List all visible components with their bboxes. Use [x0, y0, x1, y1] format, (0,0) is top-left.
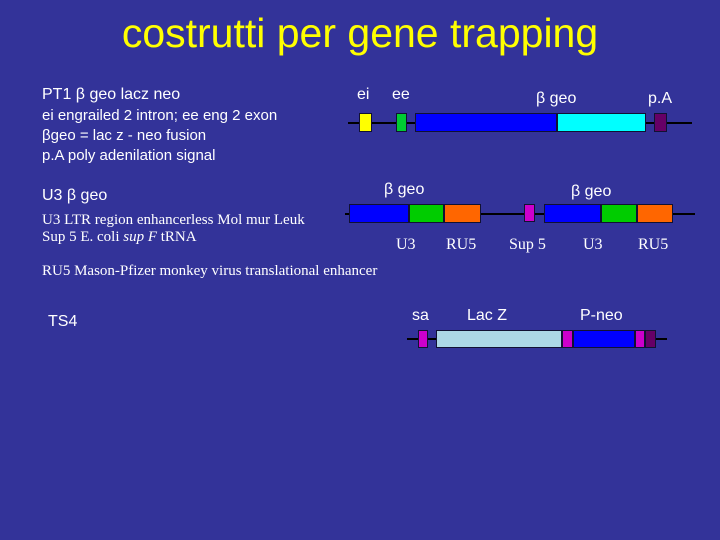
- pt1-note-1: ei engrailed 2 intron; ee eng 2 exon: [42, 107, 278, 124]
- u3-sup5-box: [524, 204, 535, 222]
- ts4-pneo-label: P-neo: [580, 307, 623, 324]
- ts4-lacz-label: Lac Z: [467, 307, 508, 324]
- ts4-pneo-box: [573, 330, 635, 348]
- pt1-ei-box: [359, 113, 372, 132]
- ts4-end-marker-box: [635, 330, 645, 348]
- u3-u3-left-label: U3: [396, 236, 416, 253]
- slide-title: costrutti per gene trapping: [121, 10, 599, 56]
- u3-sup5-label: Sup 5: [509, 236, 546, 253]
- pt1-neo-box: [557, 113, 646, 132]
- pt1-note-3: p.A poly adenilation signal: [42, 147, 216, 164]
- ee-label: ee: [392, 86, 410, 103]
- ru5-note: RU5 Mason-Pfizer monkey virus translatio…: [42, 263, 378, 279]
- pt1-lacz-box: [415, 113, 557, 132]
- u3-note-2: Sup 5 E. coli sup F tRNA: [42, 229, 197, 245]
- pt1-notes: ei engrailed 2 intron; ee eng 2 exon βge…: [42, 106, 277, 166]
- ts4-linker-box: [562, 330, 573, 348]
- pt1-ee-box: [396, 113, 407, 132]
- ei-label: ei: [357, 86, 370, 103]
- u3-ru5-left-box: [444, 204, 481, 223]
- pt1-label: PT1 β geo lacz neo: [42, 86, 181, 103]
- u3-u3-right-box: [601, 204, 637, 223]
- u3-u3-right-label: U3: [583, 236, 603, 253]
- ts4-label: TS4: [48, 313, 78, 330]
- u3-ru5-left-label: RU5: [446, 236, 477, 253]
- pt1-note-2: βgeo = lac z - neo fusion: [42, 127, 207, 144]
- u3-ru5-right-label: RU5: [638, 236, 669, 253]
- pt1-bgeo-label: β geo: [536, 90, 577, 107]
- u3-label: U3 β geo: [42, 187, 108, 204]
- u3-bgeo-right-label: β geo: [571, 183, 612, 200]
- ts4-end-dark-box: [645, 330, 656, 348]
- u3-u3-left-box: [409, 204, 444, 223]
- u3-note-1: U3 LTR region enhancerless Mol mur Leuk: [42, 212, 305, 228]
- u3-geo-right-box: [544, 204, 601, 223]
- u3-notes: U3 LTR region enhancerless Mol mur Leuk …: [42, 212, 305, 246]
- u3-bgeo-left-label: β geo: [384, 181, 425, 198]
- ts4-sa-label: sa: [412, 307, 429, 324]
- pt1-pa-box: [654, 113, 667, 132]
- pa-label: p.A: [648, 90, 673, 107]
- u3-ru5-right-box: [637, 204, 673, 223]
- u3-backbone: [345, 213, 695, 215]
- ts4-sa-box: [418, 330, 428, 348]
- ts4-lacz-box: [436, 330, 562, 348]
- u3-geo-left-box: [349, 204, 409, 223]
